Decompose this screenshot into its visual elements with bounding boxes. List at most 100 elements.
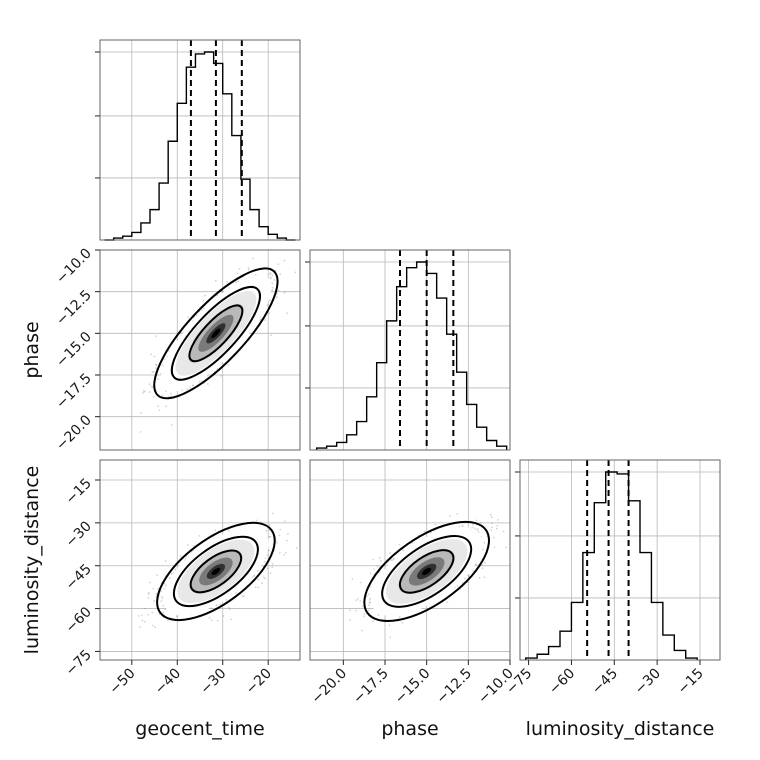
scatter-point [161,394,164,397]
scatter-point [144,620,146,623]
scatter-point [520,538,522,540]
scatter-point [271,282,274,285]
scatter-point [235,281,238,284]
panel-frame [519,459,721,661]
scatter-point [157,405,160,407]
scatter-point [195,314,198,317]
x-tick-label: −45 [589,666,621,698]
scatter-point [285,551,287,554]
scatter-point [148,581,151,584]
y-tick-label: −15 [63,476,95,508]
scatter-point [210,607,213,610]
scatter-point [243,595,245,597]
x-axis-label-luminosity_distance: luminosity_distance [526,718,715,740]
scatter-point [144,607,147,610]
panel-frame [309,459,511,661]
x-tick-label: −20.0 [309,666,351,708]
scatter-point [227,606,230,609]
scatter-point [497,519,499,521]
scatter-point [257,578,259,581]
scatter-point [490,516,493,519]
scatter-point [262,576,265,579]
contour-line-2 [188,304,244,363]
scatter-point [372,558,375,561]
scatter-point [268,549,270,552]
y-tick-label: −30 [63,518,95,550]
scatter-point [388,624,391,627]
scatter-point [423,530,426,533]
scatter-point [157,588,159,590]
scatter-point [247,268,250,271]
density-level [422,567,432,576]
scatter-point [198,380,201,383]
scatter-point [351,578,354,580]
scatter-point [305,524,307,526]
scatter-point [456,512,459,515]
scatter-point [166,619,169,622]
density-level [211,567,221,576]
x-axis-label-phase: phase [381,718,438,740]
scatter-point [373,568,375,570]
scatter-point [389,552,391,554]
scatter-point [254,274,257,276]
scatter-point [214,529,217,531]
scatter-point [186,388,189,390]
scatter-point [349,609,351,612]
scatter-point [257,586,260,589]
scatter-point [349,618,351,621]
scatter-point [164,560,167,562]
scatter-point [367,593,370,596]
y-axis-label-phase: phase [21,321,43,378]
scatter-point [268,524,271,527]
marginal-panel-phase [305,249,511,451]
scatter-point [207,383,209,385]
scatter-point [283,259,286,262]
x-tick-label: −60 [546,666,578,698]
scatter-point [192,384,194,387]
scatter-point [210,619,213,622]
panel-frame [99,459,301,661]
scatter-point [269,535,272,538]
scatter-point [238,268,241,270]
scatter-point [390,559,392,561]
scatter-point [398,543,401,546]
scatter-point [502,530,505,533]
panel-frame [99,249,301,451]
y-tick-label: −20.0 [53,412,95,454]
scatter-point [216,619,219,622]
scatter-point [263,560,266,563]
panel-phase-vs-luminosity_distance [309,459,522,661]
y-tick-label: −60 [63,604,95,636]
scatter-point [161,596,163,598]
scatter-point [294,271,297,274]
x-tick-label: −30 [197,666,229,698]
x-tick-label: −15 [675,666,707,698]
scatter-point [368,609,370,611]
scatter-point [163,358,166,360]
y-tick-label: −12.5 [53,287,95,329]
scatter-point [369,601,371,604]
marginal-panel-luminosity_distance [515,459,721,661]
scatter-point [155,363,157,366]
scatter-point [355,599,358,601]
scatter-point [474,528,477,530]
density-level [211,328,221,339]
scatter-point [187,544,189,546]
scatter-point [448,515,451,517]
scatter-point [429,531,432,534]
histogram-luminosity_distance [525,471,698,660]
scatter-point [269,273,271,275]
scatter-point [434,523,437,526]
scatter-point [269,272,272,274]
scatter-point [216,294,219,297]
scatter-point [227,530,230,532]
scatter-point [204,294,207,297]
scatter-point [446,601,449,604]
panel-content [100,460,307,660]
scatter-point [377,614,380,616]
scatter-point [271,274,273,277]
scatter-point [493,546,496,549]
scatter-point [160,600,163,602]
scatter-point [491,522,493,524]
scatter-point [271,289,274,292]
